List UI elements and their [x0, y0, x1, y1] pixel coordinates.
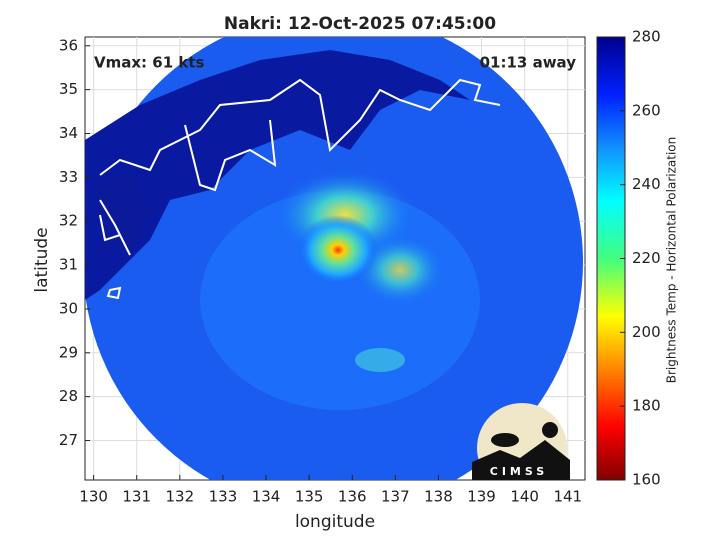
colorbar-tick-label: 240 — [632, 175, 661, 193]
x-tick-label: 141 — [553, 488, 582, 506]
y-tick-label: 34 — [59, 124, 78, 142]
logo: CIMSS — [472, 403, 570, 480]
x-tick-label: 132 — [166, 488, 195, 506]
colorbar-tick-label: 160 — [632, 471, 661, 489]
imagery — [85, 37, 583, 480]
x-tick-label: 138 — [424, 488, 453, 506]
x-tick-label: 135 — [295, 488, 324, 506]
x-tick-label: 130 — [79, 488, 108, 506]
time-annotation: 01:13 away — [480, 54, 577, 72]
x-tick-label: 136 — [338, 488, 367, 506]
y-tick-label: 27 — [59, 431, 78, 449]
logo-text: CIMSS — [490, 465, 548, 478]
y-tick-label: 28 — [59, 387, 78, 405]
y-tick-label: 29 — [59, 343, 78, 361]
colorbar-label: Brightness Temp - Horizontal Polarizatio… — [665, 137, 679, 384]
x-tick-label: 134 — [252, 488, 281, 506]
colorbar-tick-label: 260 — [632, 101, 661, 119]
colorbar-tick-label: 280 — [632, 28, 661, 46]
axes: 130 131 132 133 134 135 136 137 138 139 140 141 27 28… — [59, 36, 582, 505]
x-tick-label: 133 — [209, 488, 238, 506]
y-tick-label: 30 — [59, 299, 78, 317]
y-tick-label: 33 — [59, 168, 78, 186]
vmax-annotation: Vmax: 61 kts — [94, 54, 204, 72]
y-axis-label: latitude — [32, 227, 52, 292]
x-tick-label: 139 — [467, 488, 496, 506]
colorbar-axis: 160 180 200 220 240 260 280 — [620, 28, 661, 489]
title: Nakri: 12-Oct-2025 07:45:00 — [224, 14, 496, 34]
y-tick-label: 35 — [59, 80, 78, 98]
x-tick-label: 140 — [510, 488, 539, 506]
x-axis-label: longitude — [295, 512, 375, 532]
colorbar-tick-label: 180 — [632, 397, 661, 415]
y-tick-label: 36 — [59, 36, 78, 54]
x-tick-label: 137 — [381, 488, 410, 506]
colorbar-tick-label: 220 — [632, 249, 661, 267]
y-tick-label: 32 — [59, 212, 78, 230]
y-tick-label: 31 — [59, 256, 78, 274]
colorbar-tick-label: 200 — [632, 323, 661, 341]
x-tick-label: 131 — [122, 488, 151, 506]
